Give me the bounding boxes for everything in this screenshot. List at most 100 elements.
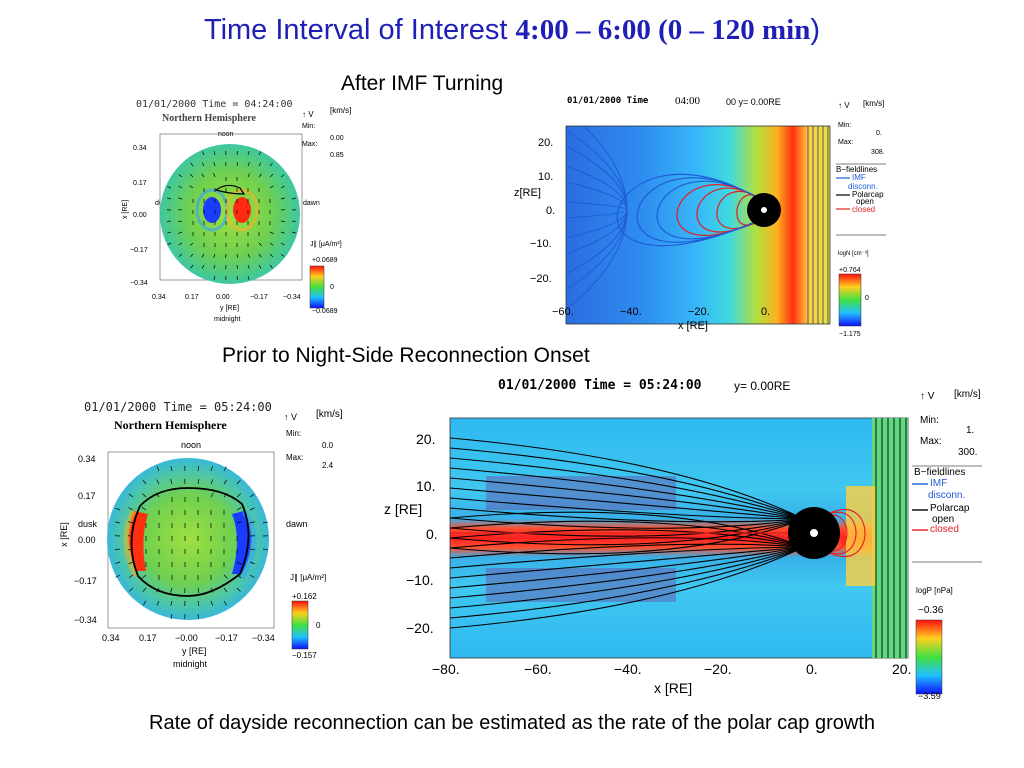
- flow-vector: [258, 253, 262, 258]
- bottom-mag-xaxis-label: x [RE]: [654, 680, 693, 696]
- bottom-mag-cb-bot: −3.59: [918, 691, 941, 701]
- bottom-polar-xtick-2: −0.00: [175, 633, 198, 643]
- top-polar-min-value: 0.00: [330, 135, 344, 142]
- closed-field-line: [813, 511, 857, 555]
- flow-vector: [247, 173, 251, 178]
- field-line: [450, 457, 805, 520]
- top-mag-cb-mid: 0: [865, 295, 869, 302]
- bottom-polar-vector-label: ↑ V: [284, 412, 298, 422]
- slide-title: Time Interval of Interest 4:00 – 6:00 (0…: [0, 14, 1024, 47]
- top-polar-hemisphere: Northern Hemisphere: [162, 113, 256, 124]
- top-mag-header-right: 00 y= 0.00RE: [726, 97, 781, 107]
- top-mag-xtick-0: −60.: [552, 306, 574, 318]
- bottom-mag-vector-label: ↑ V: [920, 391, 935, 402]
- field-line: [450, 518, 805, 546]
- flow-vector: [280, 242, 285, 246]
- flow-vector: [167, 197, 172, 200]
- flow-vector: [128, 548, 134, 551]
- flow-vector: [291, 197, 296, 200]
- field-line: [450, 546, 805, 569]
- top-mag-xtick-2: −20.: [688, 306, 710, 318]
- flow-vector: [213, 264, 216, 269]
- flow-vector: [128, 521, 134, 524]
- bottom-polar-xtick-3: −0.17: [215, 633, 238, 643]
- flow-vector: [190, 264, 194, 269]
- flow-vector: [236, 264, 238, 270]
- top-polar-ytick-2: 0.00: [133, 212, 147, 219]
- flow-vector: [236, 480, 241, 485]
- flow-vector: [115, 561, 121, 564]
- flow-vector: [115, 507, 121, 511]
- flow-vector: [262, 548, 269, 551]
- flow-vector: [269, 174, 274, 178]
- flow-vector: [223, 479, 228, 485]
- flow-vector: [280, 185, 285, 189]
- field-line: [450, 518, 805, 537]
- top-polar-disk: [160, 144, 300, 284]
- flow-vector: [280, 231, 285, 234]
- flow-vector: [280, 220, 286, 222]
- flow-vector: [236, 561, 242, 565]
- bottom-mag-legend-disconn: disconn.: [928, 490, 966, 501]
- bottom-polar-polarcap-boundary: [130, 487, 250, 597]
- footer-caption: Rate of dayside reconnection can be esti…: [149, 712, 875, 734]
- flow-vector: [236, 521, 242, 524]
- flow-vector: [156, 600, 160, 606]
- flow-vector: [189, 185, 194, 189]
- top-mag-cb-label: logN [cm⁻³]: [838, 251, 869, 257]
- flow-vector: [128, 507, 134, 511]
- field-line: [450, 497, 805, 520]
- flow-vector: [197, 587, 200, 593]
- flow-vector: [190, 253, 194, 258]
- top-polar-flow-vectors: [166, 150, 297, 281]
- bottom-polar-dawn: dawn: [286, 519, 308, 529]
- bottom-polar-hemisphere: Northern Hemisphere: [114, 418, 227, 432]
- bottom-polar-header: 01/01/2000 Time = 05:24:00: [84, 400, 272, 414]
- flow-vector: [247, 264, 250, 269]
- top-mag-ytick-0: 20.: [538, 137, 554, 149]
- flow-vector: [247, 162, 250, 167]
- field-line: [450, 543, 805, 559]
- top-polar-xtick-0: 0.34: [152, 294, 166, 301]
- top-mag-field-lines: [566, 126, 829, 324]
- top-mag-density-field: [565, 125, 831, 325]
- bottom-mag-header-right: y= 0.00RE: [734, 379, 791, 393]
- bottom-mag-header: 01/01/2000 Time = 05:24:00: [498, 378, 702, 393]
- flow-vector: [213, 275, 216, 280]
- flow-vector: [201, 173, 205, 178]
- field-line: [450, 437, 805, 520]
- flow-vector: [197, 466, 200, 472]
- top-mag-cb-bot: −1.175: [839, 331, 861, 338]
- bottom-polar-cb-top: +0.162: [292, 592, 317, 601]
- top-polar-plot: 01/01/2000 Time = 04:24:00 Northern Hemi…: [112, 94, 362, 330]
- top-polar-cb-top: +0.0689: [312, 257, 338, 264]
- bottom-polar-ytick-1: 0.17: [78, 491, 96, 501]
- flow-vector: [115, 548, 121, 551]
- top-mag-yaxis-label: z[RE]: [514, 187, 541, 199]
- top-mag-unit: [km/s]: [863, 99, 885, 108]
- flow-vector: [280, 174, 285, 178]
- flow-vector: [170, 466, 173, 472]
- top-polar-ytick-4: −0.34: [130, 280, 148, 287]
- flow-vector: [201, 162, 205, 167]
- top-mag-ytick-1: 10.: [538, 171, 554, 183]
- top-mag-ytick-2: 0.: [546, 205, 556, 217]
- field-line: [450, 447, 805, 520]
- field-line: [450, 546, 805, 619]
- bottom-mag-graphic: [449, 417, 982, 695]
- flow-vector: [258, 173, 262, 178]
- flow-vector: [178, 174, 183, 178]
- flow-vector: [213, 173, 216, 178]
- bottom-mag-cb-label: logP [nPa]: [916, 586, 953, 595]
- flow-vector: [291, 231, 296, 234]
- flow-vector: [142, 587, 147, 593]
- field-line: [696, 187, 765, 233]
- flow-vector: [202, 151, 205, 156]
- flow-vector: [262, 521, 268, 524]
- bottom-mag-min-value: 1.: [966, 425, 975, 436]
- bottom-polar-max-value: 2.4: [322, 461, 334, 470]
- flow-vector: [142, 493, 147, 498]
- top-polar-colorbar: [309, 265, 325, 309]
- flow-vector: [249, 548, 255, 551]
- bottom-polar-midnight: midnight: [173, 659, 208, 669]
